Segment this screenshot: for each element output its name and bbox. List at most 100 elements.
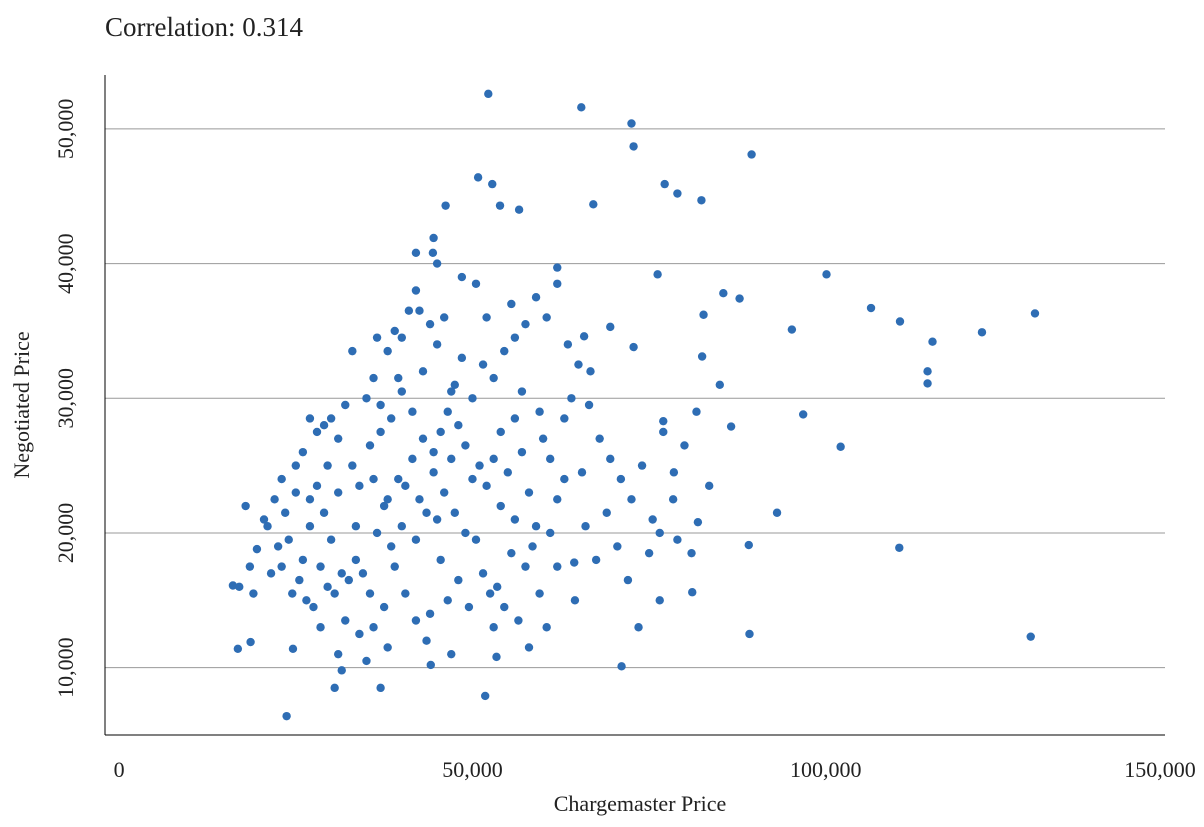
point bbox=[326, 535, 336, 544]
point bbox=[517, 447, 527, 457]
point bbox=[415, 495, 424, 504]
point bbox=[323, 582, 332, 592]
point bbox=[302, 596, 311, 605]
point bbox=[586, 367, 595, 376]
point bbox=[510, 515, 520, 524]
point bbox=[291, 461, 300, 470]
point bbox=[616, 474, 626, 484]
point bbox=[457, 272, 467, 282]
point bbox=[376, 400, 385, 410]
point bbox=[546, 454, 555, 464]
point bbox=[613, 542, 622, 551]
point bbox=[401, 589, 410, 598]
point bbox=[281, 508, 290, 517]
point bbox=[411, 616, 421, 625]
point bbox=[977, 328, 987, 337]
point bbox=[397, 387, 406, 396]
point bbox=[341, 616, 350, 625]
point bbox=[298, 447, 308, 457]
point bbox=[923, 379, 932, 388]
y-tick-label: 50,000 bbox=[53, 99, 78, 160]
point bbox=[560, 474, 569, 484]
point bbox=[383, 643, 392, 652]
point bbox=[699, 310, 708, 319]
point bbox=[787, 325, 797, 334]
point bbox=[277, 562, 286, 571]
point bbox=[288, 644, 298, 653]
point bbox=[305, 495, 315, 504]
y-axis-label: Negotiated Price bbox=[9, 331, 34, 478]
point bbox=[693, 517, 703, 527]
point bbox=[574, 360, 583, 369]
point bbox=[344, 575, 353, 585]
point bbox=[584, 400, 594, 410]
point bbox=[489, 373, 498, 383]
point bbox=[669, 468, 679, 477]
chart-title: Correlation: 0.314 bbox=[105, 12, 303, 42]
point bbox=[489, 454, 498, 464]
point bbox=[277, 474, 286, 484]
point bbox=[408, 407, 417, 416]
point bbox=[266, 569, 276, 578]
x-tick-label: 100,000 bbox=[790, 757, 862, 782]
point bbox=[680, 441, 689, 450]
point bbox=[241, 501, 250, 511]
point bbox=[500, 602, 509, 612]
point bbox=[560, 414, 569, 423]
point bbox=[282, 711, 291, 721]
point bbox=[326, 414, 336, 423]
point bbox=[735, 294, 744, 303]
point bbox=[798, 410, 808, 419]
point bbox=[719, 289, 728, 298]
point bbox=[443, 407, 452, 416]
point bbox=[450, 508, 459, 517]
point bbox=[440, 488, 449, 497]
point bbox=[577, 468, 587, 477]
point bbox=[591, 555, 601, 565]
point bbox=[252, 544, 262, 554]
point bbox=[478, 360, 488, 369]
point bbox=[488, 179, 497, 189]
point bbox=[496, 501, 505, 511]
point bbox=[411, 535, 421, 544]
point bbox=[687, 548, 696, 558]
point bbox=[418, 367, 428, 376]
point bbox=[312, 481, 322, 491]
point bbox=[450, 380, 459, 389]
point bbox=[245, 562, 255, 571]
point bbox=[553, 562, 562, 571]
point bbox=[563, 340, 573, 349]
point bbox=[365, 589, 375, 598]
point bbox=[372, 528, 382, 538]
point bbox=[319, 508, 329, 517]
point bbox=[454, 421, 463, 430]
point bbox=[355, 629, 364, 639]
point bbox=[228, 581, 238, 590]
point bbox=[542, 623, 551, 632]
point bbox=[493, 582, 502, 592]
point bbox=[726, 422, 736, 431]
point bbox=[454, 575, 463, 585]
point bbox=[627, 495, 636, 504]
point bbox=[443, 596, 452, 605]
point bbox=[553, 279, 562, 288]
point bbox=[273, 542, 283, 551]
point bbox=[507, 299, 516, 309]
point bbox=[923, 367, 932, 376]
point bbox=[425, 609, 435, 618]
point bbox=[570, 596, 580, 605]
point bbox=[259, 515, 269, 524]
point bbox=[312, 427, 322, 437]
point bbox=[524, 643, 534, 652]
point bbox=[895, 543, 904, 552]
point bbox=[249, 589, 258, 598]
point bbox=[627, 119, 636, 128]
y-tick-label: 30,000 bbox=[53, 368, 78, 429]
point bbox=[623, 575, 633, 585]
point bbox=[489, 623, 498, 632]
point bbox=[316, 623, 325, 632]
point bbox=[394, 373, 403, 383]
point bbox=[1026, 632, 1035, 641]
point bbox=[305, 414, 315, 423]
point bbox=[495, 201, 505, 210]
